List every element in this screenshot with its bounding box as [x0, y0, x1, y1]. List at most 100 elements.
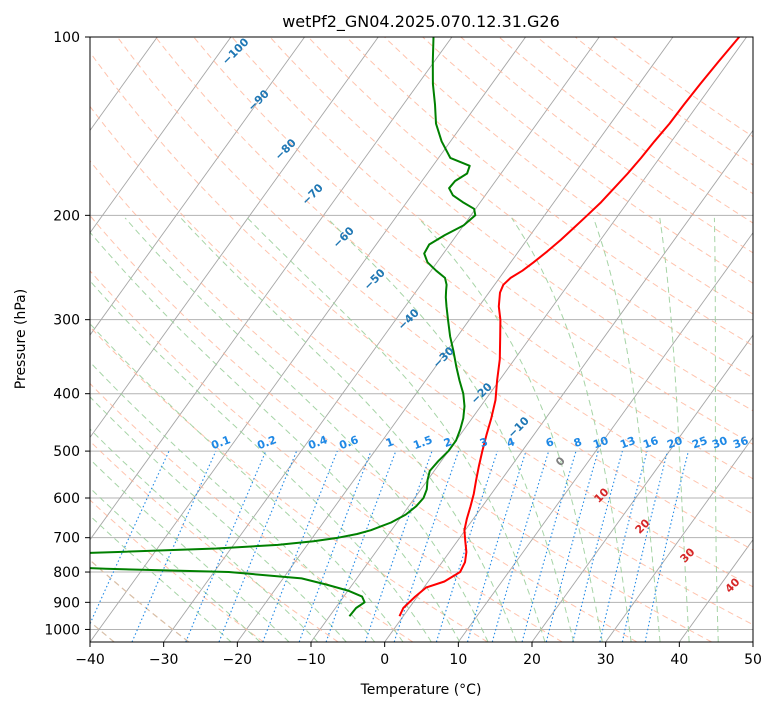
- x-axis-label: Temperature (°C): [360, 682, 482, 698]
- mixing-ratio-label: 0.4: [306, 433, 329, 452]
- dry-adiabat-line: [155, 37, 753, 515]
- moist-adiabat-line: [90, 231, 461, 642]
- mixing-ratio-label: 0.6: [337, 433, 360, 452]
- moist-adiabat-line: [659, 217, 690, 642]
- moist-adiabat-line: [90, 361, 376, 642]
- mixing-ratio-label: 1.5: [411, 433, 434, 452]
- moist-adiabat-line: [124, 217, 489, 642]
- isotherm-line: [90, 37, 305, 336]
- moist-adiabat-line: [180, 217, 517, 642]
- moist-adiabat-line: [90, 428, 319, 642]
- mixing-ratio-label: 8: [572, 435, 584, 450]
- isotherm-line: [605, 436, 753, 642]
- mixing-ratio-line: [572, 450, 623, 642]
- moist-adiabat-line: [326, 217, 575, 642]
- isotherm-line: [90, 37, 453, 541]
- x-tick-label: −20: [223, 652, 253, 668]
- mixing-ratio-line: [393, 450, 460, 642]
- isotherm-line: [90, 37, 232, 234]
- dry-adiabat-line: [345, 37, 753, 347]
- x-tick-label: −30: [149, 652, 179, 668]
- mixing-ratio-line: [325, 450, 397, 642]
- isotherm-line: [90, 37, 379, 439]
- y-axis-label: Pressure (hPa): [13, 289, 29, 389]
- isotherm-line: [457, 231, 753, 642]
- dry-adiabat-line: [90, 499, 264, 642]
- y-tick-label: 700: [53, 531, 80, 547]
- dry-adiabat-line: [90, 51, 753, 588]
- dry-adiabat-line: [90, 214, 638, 642]
- mixing-ratio-line: [621, 450, 669, 642]
- dry-adiabat-line: [460, 37, 753, 254]
- mixing-ratio-label: 36: [731, 434, 750, 452]
- dry-adiabat-line: [231, 37, 753, 445]
- y-tick-label: 500: [53, 444, 80, 460]
- mixing-ratio-label: 0.2: [255, 433, 278, 452]
- x-tick-label: −10: [296, 652, 326, 668]
- moist-adiabat-line: [511, 217, 632, 642]
- mixing-ratio-line: [644, 450, 689, 642]
- moist-adiabat-line: [90, 458, 290, 642]
- plot-frame: [89, 36, 754, 643]
- moist-adiabat-line: [90, 323, 404, 642]
- mixing-ratio-line: [599, 450, 648, 642]
- mixing-ratio-line: [545, 450, 599, 642]
- isotherm-line: [531, 334, 753, 642]
- mixing-ratio-label: 3: [478, 435, 490, 450]
- dry-adiabat-line: [307, 37, 753, 379]
- dry-adiabat-line: [116, 37, 753, 551]
- dry-adiabat-line: [574, 37, 753, 166]
- x-axis: −40 −30 −20 −10 0 10 20 30 40 50: [75, 642, 762, 668]
- chart-title: wetPf2_GN04.2025.070.12.31.G26: [282, 12, 560, 32]
- mixing-ratio-label: 0.1: [209, 433, 232, 452]
- x-tick-label: 30: [597, 652, 615, 668]
- mixing-ratio-label: 4: [505, 435, 517, 450]
- moist-adiabat-line: [246, 217, 546, 642]
- dry-adiabat-line: [193, 37, 753, 480]
- dry-adiabat-line: [269, 37, 753, 412]
- y-tick-label: 1000: [44, 622, 80, 638]
- isotherm-line: [163, 37, 600, 642]
- y-tick-label: 100: [53, 30, 80, 46]
- mixing-ratio-line: [435, 450, 498, 642]
- y-tick-label: 300: [53, 313, 80, 329]
- dry-adiabat-line: [536, 37, 753, 195]
- isotherm-line: [384, 129, 753, 642]
- x-tick-label: 50: [744, 652, 762, 668]
- y-tick-label: 900: [53, 595, 80, 611]
- moist-adiabat-line: [713, 217, 719, 642]
- mixing-ratio-label: 30: [710, 434, 729, 452]
- isotherm-line: [90, 37, 526, 642]
- mixing-ratio-line: [90, 450, 170, 626]
- dewpoint-profile-line: [90, 37, 477, 617]
- mixing-ratio-label: 13: [618, 434, 637, 451]
- dry-adiabat-line: [90, 326, 488, 642]
- moist-adiabat-line: [592, 217, 661, 642]
- dry-adiabat-line: [90, 160, 712, 642]
- mixing-ratio-label: 10: [591, 434, 610, 452]
- mixing-ratio-label: 20: [665, 434, 684, 452]
- mixing-ratio-label: 2: [442, 435, 454, 450]
- dry-adiabat-line: [498, 37, 753, 224]
- dry-adiabat-line: [90, 105, 753, 626]
- mixing-ratio-label: 25: [690, 434, 709, 451]
- y-tick-label: 800: [53, 565, 80, 581]
- mixing-ratio-line: [521, 450, 577, 642]
- mixing-ratio-line: [185, 450, 267, 642]
- mixing-ratio-line: [131, 450, 217, 642]
- x-tick-label: −40: [75, 652, 105, 668]
- moist-adiabat-line: [417, 217, 603, 642]
- y-axis: 100 200 300 400 500 600 700 800 900 1000: [44, 30, 90, 638]
- x-tick-label: 0: [380, 652, 389, 668]
- plot-area: [90, 37, 753, 642]
- isotherm-line: [678, 538, 753, 642]
- mixing-ratio-label: 1: [384, 435, 396, 450]
- moist-adiabat-line: [90, 515, 232, 642]
- y-tick-label: 600: [53, 491, 80, 507]
- mixing-ratio-line: [364, 450, 433, 642]
- y-tick-label: 200: [53, 208, 80, 224]
- x-tick-label: 20: [523, 652, 541, 668]
- mixing-ratio-label: 6: [544, 435, 556, 450]
- mixing-ratio-line: [491, 450, 550, 642]
